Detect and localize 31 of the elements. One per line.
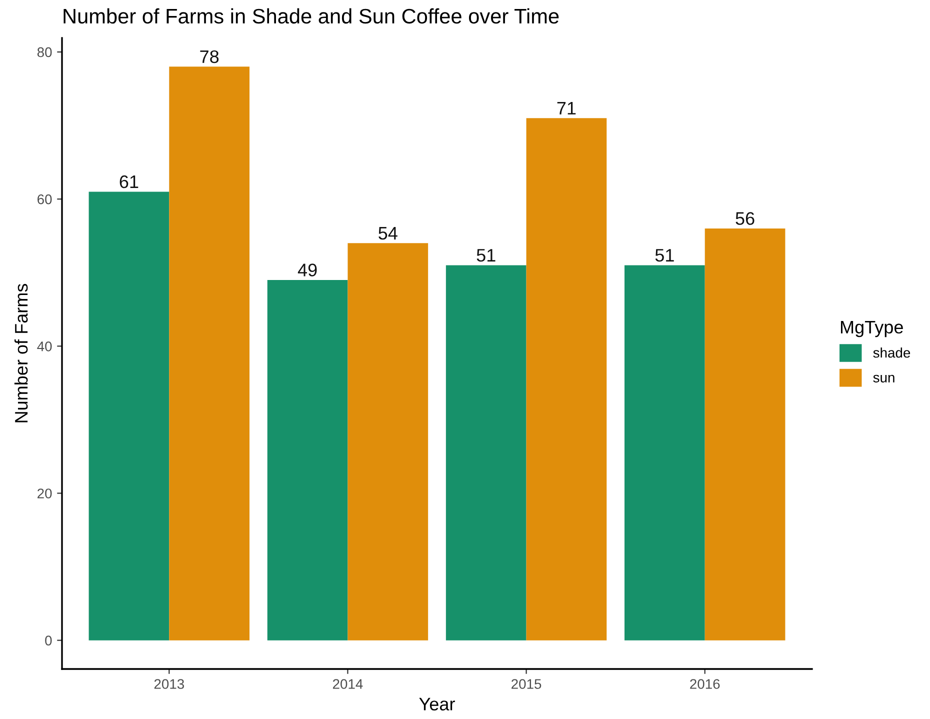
x-tick-label: 2014 bbox=[332, 679, 363, 689]
bar bbox=[348, 243, 428, 640]
y-tick-label: 80 bbox=[37, 47, 52, 58]
x-axis-title: Year bbox=[419, 698, 455, 710]
y-axis-title: Number of Farms bbox=[14, 284, 28, 422]
bar bbox=[704, 228, 786, 640]
chart-title: Number of Farms in Shade and Sun Coffee over Time bbox=[64, 8, 559, 24]
x-tick-label: 2015 bbox=[512, 679, 542, 689]
y-tick-label: 20 bbox=[38, 488, 52, 498]
data-label: 78 bbox=[200, 50, 219, 64]
data-label: 54 bbox=[378, 227, 398, 240]
data-label: 61 bbox=[120, 175, 138, 188]
y-tick-label: 40 bbox=[37, 341, 52, 352]
bar bbox=[267, 280, 348, 640]
x-tick-label: 2016 bbox=[690, 679, 720, 689]
bar bbox=[446, 265, 526, 640]
bar bbox=[88, 192, 170, 640]
legend-label: sun bbox=[873, 374, 894, 382]
data-label: 51 bbox=[476, 249, 496, 262]
y-tick-label: 0 bbox=[45, 636, 52, 646]
bar bbox=[526, 118, 607, 640]
bar bbox=[169, 66, 250, 640]
y-tick-label: 60 bbox=[38, 194, 52, 204]
x-tick-label: 2013 bbox=[154, 679, 184, 689]
bar bbox=[624, 265, 705, 640]
legend-title: MgType bbox=[840, 320, 903, 338]
data-label: 49 bbox=[298, 264, 317, 276]
legend-label: shade bbox=[873, 347, 910, 358]
data-label: 71 bbox=[557, 102, 576, 114]
data-label: 56 bbox=[736, 212, 754, 225]
data-label: 51 bbox=[655, 249, 674, 262]
